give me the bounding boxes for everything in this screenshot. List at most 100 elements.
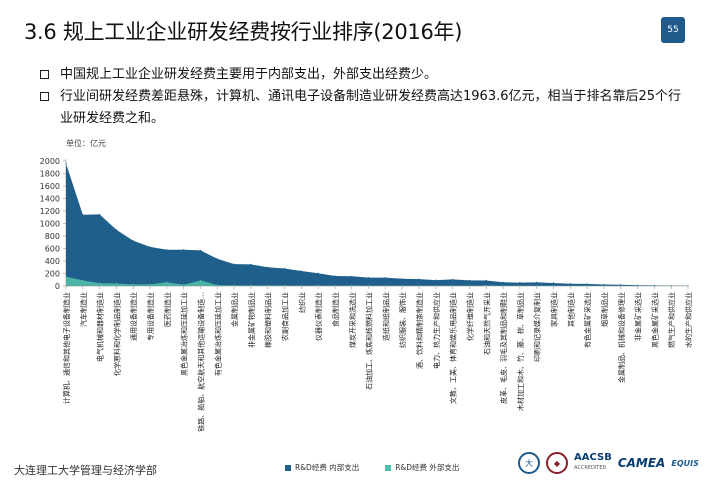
data-point-internal bbox=[519, 281, 521, 284]
x-category-label: 化学原料和化学制品制造业 bbox=[112, 292, 121, 376]
x-category-label: 非金属矿采选业 bbox=[634, 292, 643, 341]
y-tick-label: 2000 bbox=[40, 157, 60, 166]
data-point-external bbox=[384, 285, 387, 287]
data-point-internal bbox=[166, 249, 168, 251]
data-point-external bbox=[452, 285, 454, 287]
x-category-label: 计算机、通信和其他电子设备制造业 bbox=[62, 292, 71, 404]
legend-item-external: R&D经费 外部支出 bbox=[385, 462, 459, 473]
data-point-internal bbox=[620, 284, 622, 286]
data-point-external bbox=[149, 283, 151, 286]
data-point-internal bbox=[435, 279, 437, 281]
y-tick-label: 1600 bbox=[40, 182, 60, 191]
aacsb-logo: AACSB ACCREDITED bbox=[574, 453, 612, 473]
university-seal-icon: 大 bbox=[518, 452, 540, 474]
data-point-internal bbox=[99, 213, 101, 216]
data-point-external bbox=[485, 284, 487, 286]
legend-label-external: R&D经费 外部支出 bbox=[395, 463, 460, 472]
data-point-internal bbox=[300, 270, 302, 272]
data-point-external bbox=[351, 284, 353, 286]
data-point-external bbox=[586, 285, 588, 287]
x-category-label: 电气机械和器材制造业 bbox=[96, 292, 105, 362]
data-point-internal bbox=[586, 283, 588, 285]
camea-logo: CAMEA bbox=[617, 456, 666, 470]
x-category-label: 非金属矿物制品业 bbox=[247, 292, 256, 348]
x-category-label: 燃气生产和供应业 bbox=[667, 292, 676, 348]
bullet-square-icon bbox=[40, 92, 49, 101]
data-point-external bbox=[300, 285, 302, 287]
legend-swatch-external bbox=[385, 464, 392, 471]
y-tick-label: 0 bbox=[55, 282, 60, 291]
footer-text: 大连理工大学管理与经济学部 bbox=[14, 464, 157, 477]
aacsb-logo-text: AACSB bbox=[574, 452, 612, 463]
x-category-label: 金属制品、机械和设备修理业 bbox=[617, 292, 626, 383]
data-point-internal bbox=[418, 278, 420, 280]
x-category-label: 汽车制造业 bbox=[79, 292, 88, 327]
x-category-label: 家具制造业 bbox=[550, 292, 559, 327]
data-point-internal bbox=[267, 266, 269, 268]
y-tick-label: 400 bbox=[45, 257, 60, 266]
series-area-internal bbox=[66, 163, 688, 286]
legend-label-internal: R&D经费 内部支出 bbox=[295, 463, 360, 472]
x-category-label: 石油和天然气开采业 bbox=[482, 292, 491, 355]
x-category-label: 专用设备制造业 bbox=[146, 292, 155, 341]
data-point-external bbox=[536, 285, 538, 287]
data-point-internal bbox=[552, 282, 555, 284]
aacsb-logo-subtext: ACCREDITED bbox=[574, 465, 607, 471]
unit-label: 单位：亿元 bbox=[66, 139, 106, 148]
y-tick-label: 1000 bbox=[40, 220, 60, 229]
x-category-label: 有色金属冶炼和压延加工业 bbox=[213, 292, 222, 376]
data-point-internal bbox=[603, 283, 605, 286]
y-tick-label: 800 bbox=[45, 232, 60, 241]
bullet-text: 行业间研发经费差距悬殊，计算机、通讯电子设备制造业研发经费高达1963.6亿元，… bbox=[60, 89, 682, 126]
data-point-external bbox=[334, 285, 336, 287]
bullet-item: 行业间研发经费差距悬殊，计算机、通讯电子设备制造业研发经费高达1963.6亿元，… bbox=[40, 86, 690, 130]
data-point-internal bbox=[132, 240, 134, 242]
data-point-external bbox=[82, 279, 84, 281]
data-point-external bbox=[636, 285, 639, 287]
data-point-external bbox=[435, 285, 437, 287]
data-point-external bbox=[418, 285, 420, 287]
x-category-label: 木材加工和木、竹、藤、棕、草制品业 bbox=[516, 292, 525, 411]
x-category-label: 电力、热力生产和供应业 bbox=[432, 292, 441, 369]
data-point-internal bbox=[82, 214, 84, 216]
data-point-internal bbox=[485, 279, 487, 282]
x-category-label: 水的生产和供应业 bbox=[684, 292, 693, 348]
y-tick-label: 1400 bbox=[40, 195, 60, 204]
data-point-internal bbox=[65, 162, 67, 165]
data-point-internal bbox=[351, 275, 353, 277]
x-category-label: 印刷和记录媒介复制业 bbox=[533, 292, 542, 362]
data-point-external bbox=[519, 285, 521, 287]
data-point-internal bbox=[334, 275, 336, 277]
data-point-internal bbox=[569, 283, 571, 285]
data-point-internal bbox=[250, 263, 252, 266]
bullet-square-icon bbox=[40, 70, 49, 79]
y-tick-label: 600 bbox=[45, 245, 60, 254]
data-point-external bbox=[401, 285, 403, 287]
data-point-external bbox=[603, 285, 605, 287]
legend-swatch-internal bbox=[285, 464, 291, 471]
x-category-label: 仪器仪表制造业 bbox=[314, 292, 323, 341]
x-category-label: 食品制造业 bbox=[331, 292, 340, 327]
data-point-internal bbox=[216, 258, 218, 260]
bullet-list: 中国规上工业企业研发经费主要用于内部支出，外部支出经费少。 行业间研发经费差距悬… bbox=[40, 64, 690, 130]
x-category-label: 纺织业 bbox=[297, 292, 306, 313]
data-point-external bbox=[250, 284, 252, 286]
x-category-label: 烟草制品业 bbox=[600, 292, 609, 327]
data-point-internal bbox=[317, 272, 319, 274]
data-point-internal bbox=[149, 246, 151, 248]
data-point-internal bbox=[199, 249, 202, 251]
data-point-external bbox=[569, 285, 571, 287]
accreditation-logos: 大 ◆ AACSB ACCREDITED CAMEA EQUIS bbox=[518, 452, 699, 474]
x-category-label: 铁路、船舶、航空航天和其他运输设备制造... bbox=[196, 292, 205, 432]
data-point-internal bbox=[384, 276, 387, 279]
rd-expenditure-chart: 0 200 400 600 800 1000 1200 1400 1600 1800 2000 计算机… bbox=[40, 157, 693, 432]
x-category-label: 皮革、毛皮、羽毛及其制品和制鞋业 bbox=[499, 292, 508, 404]
data-point-internal bbox=[401, 278, 403, 280]
x-category-label: 通用设备制造业 bbox=[129, 292, 138, 341]
y-tick-label: 200 bbox=[45, 270, 60, 279]
data-point-external bbox=[166, 281, 168, 283]
data-point-external bbox=[183, 284, 185, 286]
data-point-external bbox=[653, 285, 655, 287]
data-point-external bbox=[216, 284, 218, 286]
x-category-label: 有色金属矿采选业 bbox=[583, 292, 592, 348]
